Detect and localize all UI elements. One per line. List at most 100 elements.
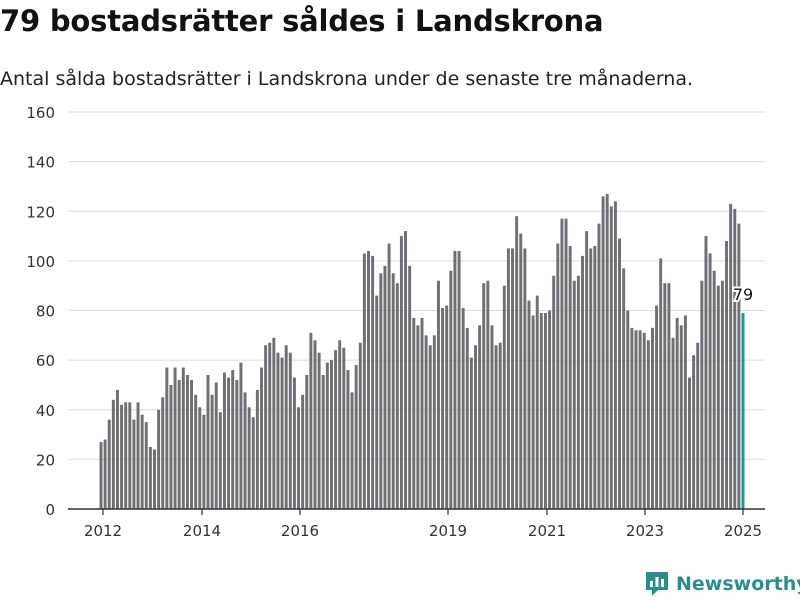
latest-value-label: 79 [733, 285, 753, 304]
bar [432, 335, 436, 509]
bar [535, 295, 539, 509]
bar [469, 357, 473, 509]
bar [712, 270, 716, 509]
bar [128, 402, 132, 509]
bar [597, 223, 601, 509]
bar [441, 308, 445, 509]
x-tick-label: 2012 [84, 522, 122, 540]
brand-name: Newsworthy [676, 573, 800, 595]
bar [465, 327, 469, 509]
bar [428, 345, 432, 509]
bar [342, 347, 346, 509]
chart-subtitle: Antal sålda bostadsrätter i Landskrona u… [0, 68, 694, 90]
bar [737, 223, 741, 509]
bar [511, 248, 515, 509]
bar [613, 201, 617, 509]
bar [634, 330, 638, 509]
bar [502, 285, 506, 509]
bar [292, 377, 296, 509]
bar [383, 265, 387, 509]
y-tick-label: 60 [36, 352, 55, 370]
bar [601, 196, 605, 510]
bar [688, 377, 691, 509]
bar [181, 367, 185, 509]
bar [288, 352, 292, 509]
bar [399, 236, 403, 509]
bar [683, 315, 687, 509]
bar [548, 310, 552, 509]
bar [436, 280, 440, 509]
x-axis: 2012 2014 2016 2019 2021 2023 2025 [68, 508, 765, 540]
bar [111, 399, 115, 509]
bar [227, 377, 231, 509]
bar [593, 245, 597, 510]
bar [700, 280, 704, 509]
bar [733, 208, 737, 510]
bar [350, 392, 354, 509]
bar [235, 379, 239, 509]
bar [708, 253, 712, 509]
bar [482, 283, 486, 509]
bar [115, 389, 119, 509]
bar [387, 243, 391, 509]
bar [124, 402, 128, 509]
bar [630, 327, 634, 509]
y-tick-label: 40 [36, 402, 55, 420]
bar [338, 340, 342, 509]
bar [704, 236, 708, 509]
bar [120, 404, 124, 509]
bar [506, 248, 510, 509]
bar [461, 308, 465, 509]
bar [280, 357, 284, 509]
bar [720, 280, 724, 509]
bar [622, 268, 626, 509]
bar [329, 360, 333, 509]
bar [107, 419, 111, 509]
bar [404, 231, 408, 509]
bar [531, 315, 535, 509]
y-tick-label: 0 [45, 501, 55, 519]
chart-title: 79 bostadsrätter såldes i Landskrona [0, 4, 604, 38]
y-tick-label: 80 [36, 303, 55, 321]
bar [132, 419, 136, 509]
bar [251, 417, 255, 509]
bar [589, 248, 593, 509]
bar [371, 255, 375, 509]
bar [194, 394, 198, 509]
bar [543, 312, 547, 509]
annotations: 79 [731, 283, 755, 306]
bar [264, 345, 268, 509]
bar [424, 335, 428, 509]
bar [243, 392, 247, 509]
bar [696, 342, 700, 509]
y-tick-label: 100 [26, 253, 55, 271]
bar [321, 375, 325, 509]
bar [284, 345, 288, 509]
x-tick-label: 2023 [626, 522, 664, 540]
bar [153, 449, 156, 509]
bar [255, 389, 259, 509]
bar [198, 407, 202, 509]
bar [445, 305, 449, 509]
bar [716, 285, 720, 509]
y-tick-label: 120 [26, 203, 55, 221]
bar [605, 193, 609, 509]
bar-latest [741, 312, 745, 509]
bar [206, 375, 210, 509]
bar [276, 352, 280, 509]
bar [420, 317, 424, 509]
bar [165, 367, 169, 509]
bar [626, 310, 630, 509]
bar [231, 370, 235, 509]
bar [140, 414, 144, 509]
bar [218, 412, 222, 509]
bar [362, 253, 366, 509]
bar [556, 243, 560, 509]
bar [638, 330, 642, 509]
bar [667, 283, 671, 509]
bar [367, 250, 370, 509]
x-tick-label: 2014 [183, 522, 221, 540]
bar [173, 367, 177, 509]
bar [177, 379, 181, 509]
bar [144, 422, 148, 509]
